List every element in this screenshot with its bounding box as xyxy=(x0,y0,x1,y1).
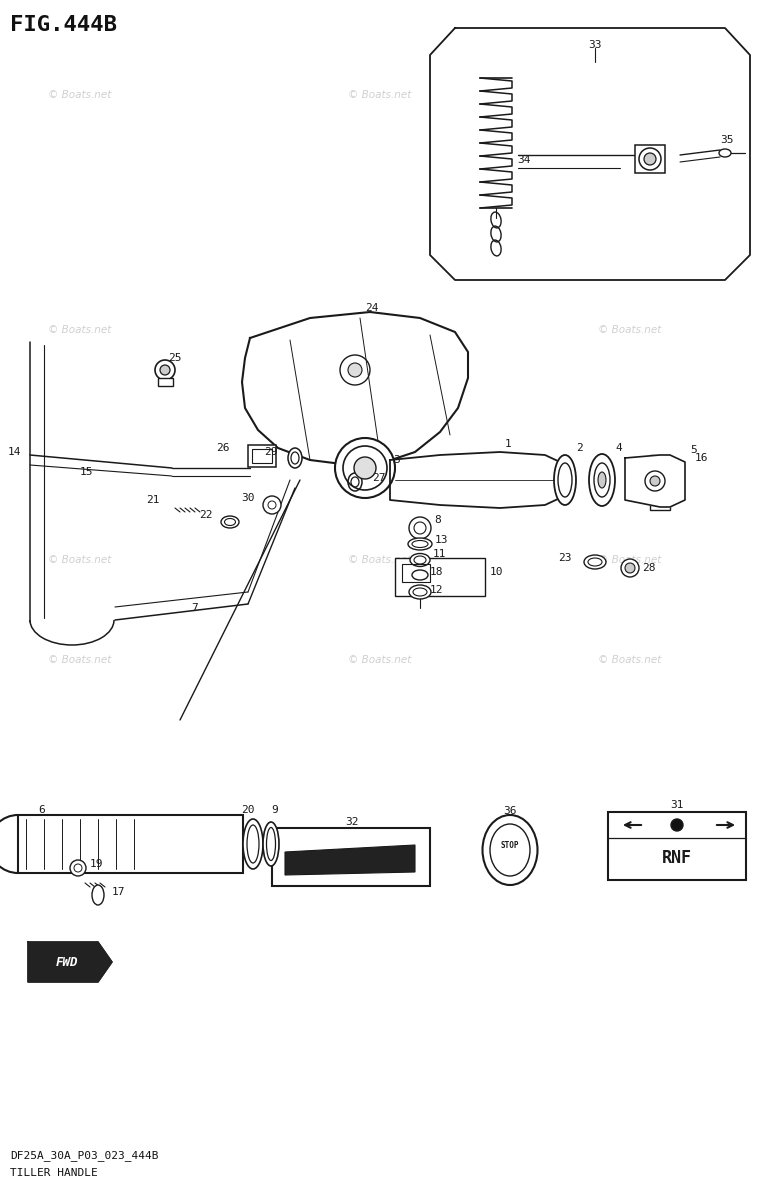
Bar xyxy=(395,558,485,596)
Ellipse shape xyxy=(243,818,263,869)
Text: 4: 4 xyxy=(615,443,622,452)
Polygon shape xyxy=(390,452,560,508)
Polygon shape xyxy=(285,845,415,875)
Polygon shape xyxy=(242,312,468,464)
Text: 15: 15 xyxy=(80,467,93,476)
Text: 24: 24 xyxy=(366,302,378,313)
Text: 12: 12 xyxy=(430,584,444,595)
Text: 5: 5 xyxy=(690,445,697,455)
Ellipse shape xyxy=(483,815,537,886)
Ellipse shape xyxy=(408,538,432,550)
Text: 20: 20 xyxy=(241,805,255,815)
Ellipse shape xyxy=(263,822,279,866)
Ellipse shape xyxy=(410,553,430,566)
Ellipse shape xyxy=(584,554,606,569)
Text: 34: 34 xyxy=(517,155,530,164)
Bar xyxy=(158,378,173,386)
Polygon shape xyxy=(28,942,112,982)
Bar xyxy=(650,455,670,510)
Text: 26: 26 xyxy=(217,443,230,452)
Text: © Boats.net: © Boats.net xyxy=(598,325,662,335)
Ellipse shape xyxy=(221,516,239,528)
Text: 19: 19 xyxy=(90,859,103,869)
Text: 33: 33 xyxy=(588,40,602,50)
Circle shape xyxy=(625,563,635,572)
Text: 3: 3 xyxy=(393,455,400,464)
Text: 23: 23 xyxy=(559,553,572,563)
Text: 6: 6 xyxy=(39,805,46,815)
Text: 35: 35 xyxy=(720,134,733,145)
Text: © Boats.net: © Boats.net xyxy=(598,554,662,565)
Bar xyxy=(248,445,276,467)
Text: 21: 21 xyxy=(147,494,160,505)
Text: 36: 36 xyxy=(503,806,517,816)
Circle shape xyxy=(348,362,362,377)
Polygon shape xyxy=(625,455,685,506)
Text: DF25A_30A_P03_023_444B: DF25A_30A_P03_023_444B xyxy=(10,1150,159,1160)
Text: 14: 14 xyxy=(8,446,21,457)
Bar xyxy=(272,828,430,886)
Text: 8: 8 xyxy=(434,515,441,526)
Text: 29: 29 xyxy=(264,446,278,457)
Text: FWD: FWD xyxy=(55,955,78,968)
Ellipse shape xyxy=(354,457,376,479)
Text: 11: 11 xyxy=(433,550,447,559)
Text: 31: 31 xyxy=(670,800,684,810)
Text: © Boats.net: © Boats.net xyxy=(49,325,112,335)
Bar xyxy=(252,449,272,463)
Text: © Boats.net: © Boats.net xyxy=(348,90,412,100)
Ellipse shape xyxy=(412,570,428,580)
Text: 13: 13 xyxy=(435,535,448,545)
Text: 18: 18 xyxy=(430,566,444,577)
Circle shape xyxy=(621,559,639,577)
Text: © Boats.net: © Boats.net xyxy=(49,655,112,665)
Text: © Boats.net: © Boats.net xyxy=(49,554,112,565)
Text: © Boats.net: © Boats.net xyxy=(49,90,112,100)
Text: 25: 25 xyxy=(168,353,182,362)
Text: 17: 17 xyxy=(112,887,125,898)
Text: FIG.444B: FIG.444B xyxy=(10,14,117,35)
Ellipse shape xyxy=(598,472,606,488)
Ellipse shape xyxy=(92,886,104,905)
Text: © Boats.net: © Boats.net xyxy=(348,325,412,335)
Text: 9: 9 xyxy=(271,805,278,815)
Text: 28: 28 xyxy=(642,563,655,572)
Bar xyxy=(402,564,430,582)
Text: 30: 30 xyxy=(242,493,255,503)
Circle shape xyxy=(155,360,175,380)
Circle shape xyxy=(70,860,86,876)
Bar xyxy=(635,145,665,173)
Circle shape xyxy=(263,496,281,514)
Text: 27: 27 xyxy=(372,473,385,482)
Ellipse shape xyxy=(589,454,615,506)
Text: TILLER HANDLE: TILLER HANDLE xyxy=(10,1168,98,1178)
Ellipse shape xyxy=(288,448,302,468)
Circle shape xyxy=(671,818,683,830)
Circle shape xyxy=(160,365,170,374)
Text: 2: 2 xyxy=(576,443,583,452)
Ellipse shape xyxy=(409,584,431,599)
Ellipse shape xyxy=(335,438,395,498)
Text: 16: 16 xyxy=(695,452,708,463)
Bar xyxy=(18,815,243,874)
Text: 1: 1 xyxy=(505,439,511,449)
Circle shape xyxy=(650,476,660,486)
Polygon shape xyxy=(430,28,750,280)
Text: 22: 22 xyxy=(199,510,213,520)
Ellipse shape xyxy=(348,473,362,491)
Text: © Boats.net: © Boats.net xyxy=(348,655,412,665)
Bar xyxy=(608,812,746,880)
Circle shape xyxy=(409,517,431,539)
Text: © Boats.net: © Boats.net xyxy=(598,90,662,100)
Text: 7: 7 xyxy=(192,602,198,613)
Text: 32: 32 xyxy=(345,817,359,827)
Text: RNF: RNF xyxy=(662,850,692,866)
Text: STOP: STOP xyxy=(501,840,519,850)
Ellipse shape xyxy=(554,455,576,505)
Text: © Boats.net: © Boats.net xyxy=(598,655,662,665)
Text: © Boats.net: © Boats.net xyxy=(348,554,412,565)
Ellipse shape xyxy=(644,152,656,164)
Text: 10: 10 xyxy=(490,566,503,577)
